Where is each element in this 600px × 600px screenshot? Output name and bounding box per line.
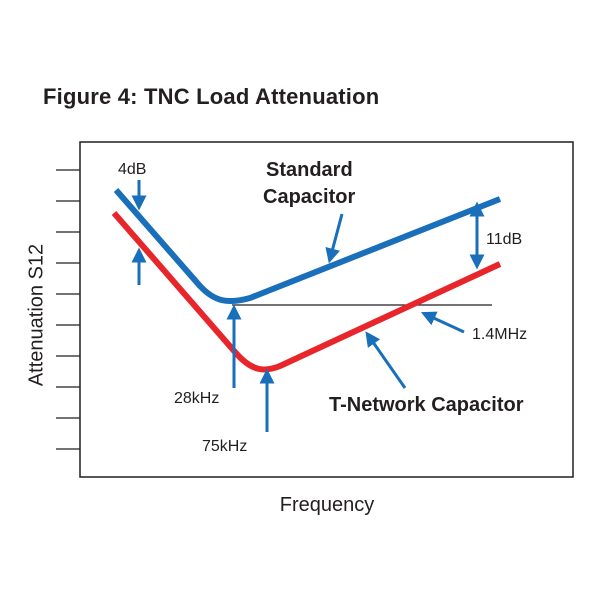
t-network-capacitor-line	[111, 211, 502, 373]
annotation-offset-db: 4dB	[118, 161, 146, 178]
y-ticks	[56, 169, 80, 450]
standard-label-arrow	[325, 213, 344, 264]
annotation-crossover-freq: 1.4MHz	[472, 326, 527, 343]
standard-capacitor-line	[113, 188, 502, 305]
legend-tnetwork: T-Network Capacitor	[329, 394, 524, 416]
plot-frame	[79, 141, 574, 478]
legend-standard-line1: Standard	[266, 159, 353, 181]
crossover-arrow	[420, 311, 465, 334]
x-axis-label: Frequency	[279, 494, 375, 516]
figure-title: Figure 4: TNC Load Attenuation	[43, 84, 380, 109]
tnetwork-label-arrow	[365, 331, 407, 389]
annotation-standard-min-freq: 28kHz	[174, 390, 219, 407]
annotation-tnetwork-min-freq: 75kHz	[202, 438, 247, 455]
legend-standard-line2: Capacitor	[263, 186, 355, 208]
annotation-end-gap-db: 11dB	[486, 231, 522, 248]
